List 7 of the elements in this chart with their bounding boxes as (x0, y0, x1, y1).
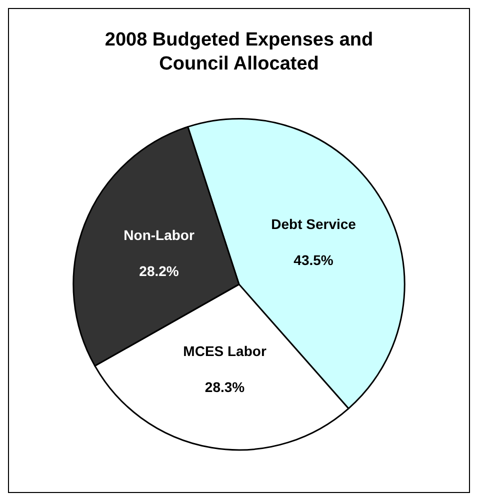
data-label: 43.5% (294, 252, 334, 268)
slice-label: Non-Labor (124, 227, 195, 244)
data-label: 28.2% (139, 263, 180, 280)
slice-label: MCES Labor (183, 342, 267, 359)
chart-title: 2008 Budgeted Expenses and Council Allocated (104, 30, 374, 74)
slice-label: Debt Service (271, 216, 356, 232)
data-label: 28.3% (204, 378, 246, 395)
